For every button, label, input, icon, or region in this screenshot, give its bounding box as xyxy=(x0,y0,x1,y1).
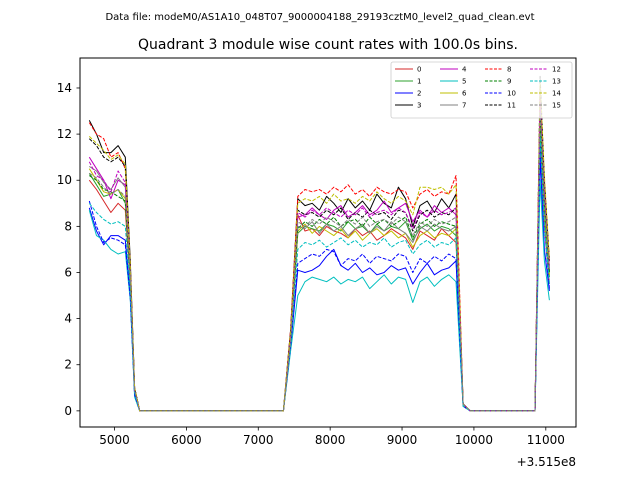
legend-label-14: 14 xyxy=(552,90,561,98)
legend-label-10: 10 xyxy=(507,90,516,98)
series-layer xyxy=(88,75,550,412)
legend-label-7: 7 xyxy=(462,102,466,110)
x-tick-label: 7000 xyxy=(243,433,274,447)
y-tick-label: 0 xyxy=(64,404,72,418)
legend-label-11: 11 xyxy=(507,102,516,110)
legend-box xyxy=(390,61,573,119)
y-tick-label: 4 xyxy=(64,312,72,326)
legend-label-4: 4 xyxy=(462,66,467,74)
legend-label-13: 13 xyxy=(552,78,561,86)
x-tick-label: 5000 xyxy=(99,433,130,447)
x-tick-label: 9000 xyxy=(387,433,418,447)
legend-label-5: 5 xyxy=(462,78,466,86)
y-tick-label: 8 xyxy=(64,219,72,233)
legend-label-6: 6 xyxy=(462,90,467,98)
legend-label-9: 9 xyxy=(507,78,511,86)
legend-label-15: 15 xyxy=(552,102,561,110)
x-tick-label: 11000 xyxy=(527,433,565,447)
x-offset-label: +3.515e8 xyxy=(517,455,576,469)
plot-frame xyxy=(79,57,577,428)
legend-label-8: 8 xyxy=(507,66,511,74)
x-tick-label: 10000 xyxy=(455,433,493,447)
series-line-15 xyxy=(89,110,550,412)
x-tick-label: 8000 xyxy=(315,433,346,447)
y-tick-label: 14 xyxy=(57,81,72,95)
y-tick-label: 2 xyxy=(64,358,72,372)
legend-label-0: 0 xyxy=(417,66,421,74)
legend-label-12: 12 xyxy=(552,66,561,74)
legend-label-1: 1 xyxy=(417,78,421,86)
x-tick-label: 6000 xyxy=(171,433,202,447)
axis-ticks: 5000 6000 7000 8000 9000 10000 110000246810121… xyxy=(57,81,565,447)
y-tick-label: 12 xyxy=(57,127,72,141)
figure-suptitle: Data file: modeM0/AS1A10_048T07_90000041… xyxy=(105,12,534,23)
chart-title: Quadrant 3 module wise count rates with … xyxy=(138,37,518,53)
y-tick-label: 10 xyxy=(57,173,72,187)
legend-label-2: 2 xyxy=(417,90,421,98)
y-tick-label: 6 xyxy=(64,265,72,279)
legend-label-3: 3 xyxy=(417,102,421,110)
